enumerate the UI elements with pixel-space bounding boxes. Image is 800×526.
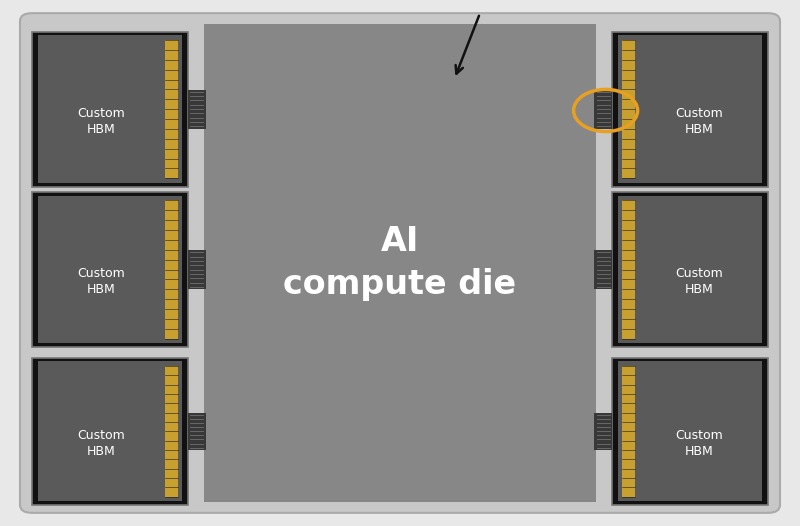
Bar bbox=[612, 358, 768, 505]
Bar bbox=[622, 40, 635, 178]
Bar bbox=[165, 40, 178, 178]
Text: Custom
HBM: Custom HBM bbox=[78, 107, 125, 136]
Bar bbox=[618, 35, 762, 183]
Bar bbox=[622, 200, 635, 339]
Text: Custom
HBM: Custom HBM bbox=[675, 268, 722, 297]
Bar bbox=[204, 24, 596, 502]
Text: Custom
HBM: Custom HBM bbox=[675, 107, 722, 136]
Text: Custom
HBM: Custom HBM bbox=[78, 268, 125, 297]
Bar bbox=[32, 32, 188, 187]
Bar bbox=[188, 250, 206, 289]
Bar bbox=[618, 196, 762, 343]
Bar bbox=[188, 413, 206, 450]
Bar bbox=[622, 366, 635, 497]
Text: Custom
HBM: Custom HBM bbox=[78, 429, 125, 458]
Bar bbox=[612, 32, 768, 187]
Bar bbox=[38, 361, 182, 501]
Bar bbox=[165, 366, 178, 497]
Bar bbox=[594, 250, 612, 289]
Bar bbox=[32, 192, 188, 347]
Bar bbox=[612, 192, 768, 347]
Bar bbox=[594, 413, 612, 450]
Bar bbox=[594, 90, 612, 128]
Bar bbox=[165, 200, 178, 339]
Text: AI
compute die: AI compute die bbox=[283, 225, 517, 301]
Bar bbox=[38, 196, 182, 343]
Bar bbox=[32, 358, 188, 505]
Bar bbox=[38, 35, 182, 183]
Bar bbox=[188, 90, 206, 128]
Text: Custom
HBM: Custom HBM bbox=[675, 429, 722, 458]
Bar bbox=[618, 361, 762, 501]
FancyBboxPatch shape bbox=[20, 13, 780, 513]
